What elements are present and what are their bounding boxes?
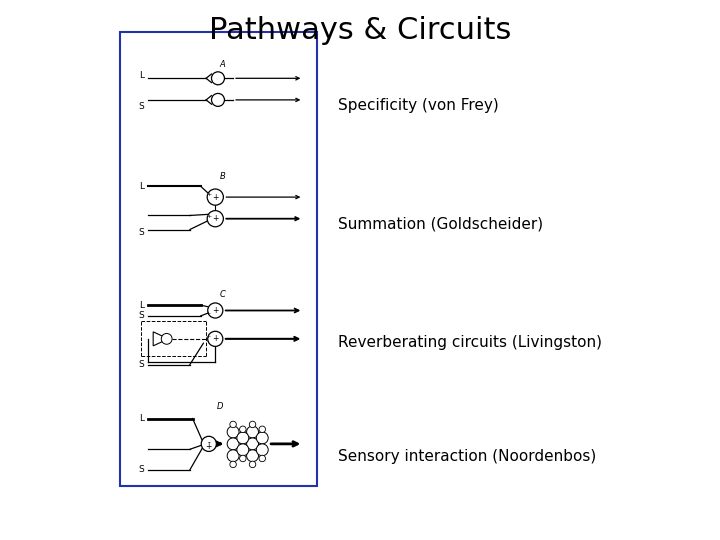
Text: +: + xyxy=(206,214,212,219)
Circle shape xyxy=(228,426,239,438)
Circle shape xyxy=(246,450,258,462)
Circle shape xyxy=(249,421,256,428)
Circle shape xyxy=(256,444,268,456)
Text: S: S xyxy=(138,102,144,111)
Circle shape xyxy=(237,432,249,444)
Circle shape xyxy=(240,455,246,462)
Circle shape xyxy=(259,455,266,462)
Text: S: S xyxy=(138,312,144,320)
Circle shape xyxy=(240,426,246,433)
Circle shape xyxy=(212,72,225,85)
Text: +: + xyxy=(206,192,212,198)
Text: S: S xyxy=(138,360,144,369)
Circle shape xyxy=(249,461,256,468)
Text: Reverberating circuits (Livingston): Reverberating circuits (Livingston) xyxy=(338,335,603,350)
Text: L: L xyxy=(139,182,144,191)
Circle shape xyxy=(207,211,223,227)
Circle shape xyxy=(237,444,249,456)
Text: Specificity (von Frey): Specificity (von Frey) xyxy=(338,98,499,113)
Text: +: + xyxy=(206,442,212,450)
Text: Sensory interaction (Noordenbos): Sensory interaction (Noordenbos) xyxy=(338,449,597,464)
Circle shape xyxy=(212,93,225,106)
Text: +: + xyxy=(205,334,210,339)
Text: S: S xyxy=(138,465,144,474)
Text: L: L xyxy=(139,414,144,423)
Circle shape xyxy=(208,303,223,318)
Circle shape xyxy=(208,331,223,347)
Circle shape xyxy=(228,450,239,462)
Circle shape xyxy=(228,438,239,450)
Text: D: D xyxy=(216,402,223,411)
Text: +: + xyxy=(212,306,218,315)
Circle shape xyxy=(246,438,258,450)
Polygon shape xyxy=(153,332,168,346)
Text: B: B xyxy=(220,172,225,181)
Circle shape xyxy=(161,333,172,345)
Circle shape xyxy=(246,426,258,438)
Text: Pathways & Circuits: Pathways & Circuits xyxy=(209,16,511,45)
Circle shape xyxy=(230,421,236,428)
Text: C: C xyxy=(220,290,225,299)
Circle shape xyxy=(256,432,268,444)
Circle shape xyxy=(259,426,266,433)
Text: +: + xyxy=(212,334,218,343)
Text: +: + xyxy=(212,193,218,201)
Text: +: + xyxy=(205,310,210,316)
Text: S: S xyxy=(138,228,144,237)
Text: -: - xyxy=(207,438,210,447)
Text: +: + xyxy=(212,214,218,223)
Circle shape xyxy=(207,189,223,205)
Text: L: L xyxy=(139,71,144,80)
Circle shape xyxy=(202,436,217,451)
Text: L: L xyxy=(139,301,144,309)
Circle shape xyxy=(230,461,236,468)
Text: Summation (Goldscheider): Summation (Goldscheider) xyxy=(338,217,544,232)
Text: A: A xyxy=(220,60,225,69)
Text: -: - xyxy=(207,340,209,345)
Bar xyxy=(120,32,317,486)
